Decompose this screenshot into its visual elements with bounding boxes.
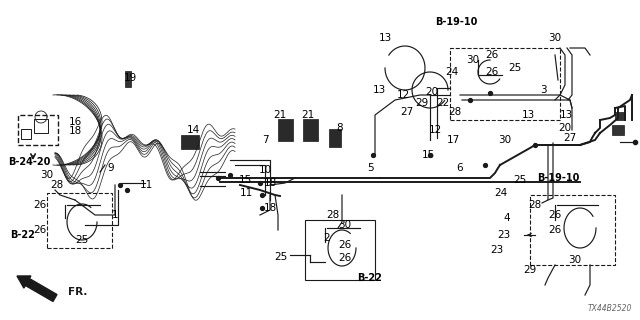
Text: 21: 21 xyxy=(301,110,315,120)
Text: 11: 11 xyxy=(140,180,153,190)
Text: 10: 10 xyxy=(259,165,271,175)
Text: 16: 16 xyxy=(68,117,82,127)
Text: 11: 11 xyxy=(240,188,253,198)
Text: 13: 13 xyxy=(378,33,392,43)
Text: 21: 21 xyxy=(273,110,287,120)
Bar xyxy=(181,135,199,149)
Text: 28: 28 xyxy=(326,210,340,220)
Text: 26: 26 xyxy=(548,225,562,235)
Bar xyxy=(612,125,624,135)
Text: 22: 22 xyxy=(436,98,450,108)
Text: 20: 20 xyxy=(559,123,572,133)
Text: 30: 30 xyxy=(339,220,351,230)
Text: 8: 8 xyxy=(337,123,343,133)
Text: 1: 1 xyxy=(112,210,118,220)
Text: 29: 29 xyxy=(524,265,536,275)
Bar xyxy=(305,220,375,280)
Text: 28: 28 xyxy=(449,107,461,117)
Text: 3: 3 xyxy=(540,85,547,95)
Text: 18: 18 xyxy=(264,178,276,188)
Text: 5: 5 xyxy=(367,163,373,173)
Bar xyxy=(278,119,293,141)
Text: 9: 9 xyxy=(107,163,114,173)
Text: 26: 26 xyxy=(339,253,351,263)
Text: 30: 30 xyxy=(499,135,511,145)
Text: 15: 15 xyxy=(239,175,252,185)
Text: 30: 30 xyxy=(467,55,479,65)
Text: 24: 24 xyxy=(445,67,459,77)
Bar xyxy=(47,193,112,248)
Text: B-19-10: B-19-10 xyxy=(537,173,579,183)
Text: 12: 12 xyxy=(397,90,410,100)
Text: 26: 26 xyxy=(485,67,499,77)
Text: 13: 13 xyxy=(560,110,573,120)
Text: 28: 28 xyxy=(51,180,63,190)
Text: B-22: B-22 xyxy=(10,230,35,240)
Text: 20: 20 xyxy=(426,87,438,97)
Text: 30: 30 xyxy=(568,255,582,265)
Bar xyxy=(450,48,560,120)
Text: 17: 17 xyxy=(446,135,460,145)
Text: 30: 30 xyxy=(548,33,561,43)
Text: 18: 18 xyxy=(264,203,276,213)
Bar xyxy=(303,119,318,141)
Bar xyxy=(530,195,615,265)
Text: 19: 19 xyxy=(124,73,136,83)
Text: B-22: B-22 xyxy=(358,273,383,283)
Text: 15: 15 xyxy=(422,150,435,160)
Text: 18: 18 xyxy=(68,126,82,136)
Text: 25: 25 xyxy=(513,175,527,185)
Text: 25: 25 xyxy=(508,63,522,73)
Text: 4: 4 xyxy=(504,213,510,223)
Text: B-19-10: B-19-10 xyxy=(435,17,477,27)
Text: 6: 6 xyxy=(457,163,463,173)
Bar xyxy=(21,129,31,139)
Text: 30: 30 xyxy=(40,170,54,180)
Text: 12: 12 xyxy=(428,125,442,135)
Text: TX44B2520: TX44B2520 xyxy=(588,304,632,313)
Text: 13: 13 xyxy=(372,85,386,95)
Bar xyxy=(615,112,625,120)
Text: 14: 14 xyxy=(186,125,200,135)
Text: 23: 23 xyxy=(497,230,510,240)
Text: 7: 7 xyxy=(262,135,268,145)
Text: 13: 13 xyxy=(522,110,535,120)
Text: 25: 25 xyxy=(274,252,287,262)
Bar xyxy=(18,115,58,145)
Text: 26: 26 xyxy=(33,225,47,235)
Text: 29: 29 xyxy=(415,98,429,108)
Text: 2: 2 xyxy=(323,233,330,243)
Text: 26: 26 xyxy=(548,210,562,220)
Text: FR.: FR. xyxy=(68,287,88,297)
Text: 24: 24 xyxy=(493,188,507,198)
Text: 26: 26 xyxy=(485,50,499,60)
FancyArrow shape xyxy=(17,276,57,301)
Bar xyxy=(34,119,48,133)
Text: 26: 26 xyxy=(339,240,351,250)
Text: B-24-20: B-24-20 xyxy=(8,157,51,167)
Text: 23: 23 xyxy=(490,245,503,255)
Text: 26: 26 xyxy=(33,200,47,210)
Text: 27: 27 xyxy=(400,107,413,117)
Bar xyxy=(125,71,131,87)
Text: 28: 28 xyxy=(529,200,541,210)
Text: 25: 25 xyxy=(76,235,88,245)
Bar xyxy=(329,129,341,147)
Text: 27: 27 xyxy=(563,133,577,143)
